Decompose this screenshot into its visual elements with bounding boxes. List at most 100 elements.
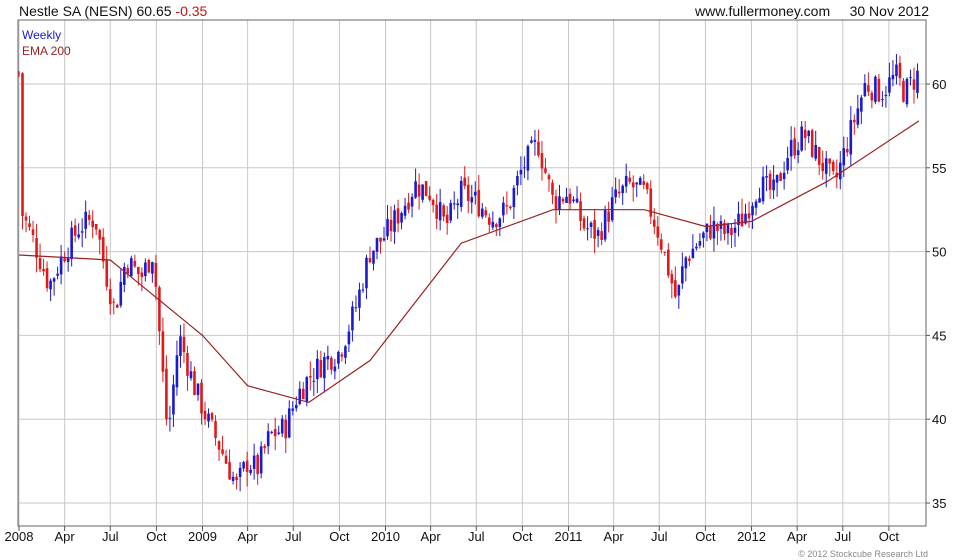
price-bar-up — [800, 126, 803, 151]
x-tick-label: Oct — [695, 529, 716, 544]
price-bar-up — [452, 203, 456, 205]
price-bar-down — [245, 460, 249, 473]
price-bar-up — [758, 198, 761, 203]
price-bar-down — [779, 173, 782, 181]
price-bar-down — [488, 217, 491, 225]
y-tick-label: 45 — [932, 328, 946, 343]
price-bar-down — [537, 141, 540, 156]
price-bar-down — [101, 237, 105, 262]
price-bar-up — [168, 417, 172, 419]
price-bar-up — [151, 262, 154, 274]
price-bar-down — [853, 119, 856, 123]
price-bar-up — [77, 234, 80, 238]
price-bar-up — [361, 289, 365, 291]
price-bar-up — [270, 431, 274, 433]
price-bar-up — [403, 205, 407, 216]
price-bar-down — [723, 222, 726, 235]
price-bar-up — [523, 167, 526, 169]
price-bar-up — [70, 227, 73, 260]
price-bar-up — [895, 64, 898, 77]
x-tick-label: 2011 — [555, 529, 583, 544]
price-bar-up — [698, 241, 702, 246]
price-bar-down — [210, 413, 214, 420]
price-bar-up — [691, 248, 695, 259]
price-bar-down — [340, 354, 344, 357]
price-bar-down — [547, 175, 551, 180]
price-bar-up — [751, 205, 754, 216]
price-bar-down — [105, 259, 109, 287]
price-bar-down — [631, 182, 635, 188]
price-bar-down — [147, 259, 151, 273]
x-tick-label: 2010 — [371, 529, 400, 544]
price-bar-up — [473, 191, 477, 196]
price-bar-down — [670, 273, 674, 284]
price-bar-up — [807, 130, 810, 137]
price-bar-up — [375, 238, 379, 252]
price-bar-up — [358, 289, 361, 308]
x-tick-label: Oct — [329, 529, 350, 544]
price-bar-up — [916, 70, 919, 93]
price-bar-up — [52, 278, 56, 282]
x-tick-label: Apr — [787, 529, 808, 544]
price-bar-down — [203, 410, 207, 420]
x-tick-label: Jul — [468, 529, 485, 544]
price-bar-up — [172, 384, 175, 415]
price-bar-down — [477, 189, 481, 217]
price-bar-down — [902, 80, 905, 102]
price-bar-up — [294, 404, 298, 409]
price-bar-up — [189, 371, 193, 379]
chart-date: 30 Nov 2012 — [849, 3, 929, 19]
legend-ema: EMA 200 — [22, 44, 71, 58]
source-site: www.fullermoney.com — [695, 3, 831, 19]
price-bar-down — [319, 360, 323, 378]
price-bar-up — [695, 246, 698, 249]
price-bar-up — [456, 203, 460, 206]
price-bar-up — [175, 355, 179, 388]
price-bar-up — [287, 408, 291, 438]
y-tick-label: 50 — [932, 245, 946, 260]
price-bar-down — [224, 455, 228, 464]
chart-title: Nestle SA (NESN) 60.65 -0.35 — [19, 3, 207, 19]
price-bar-up — [775, 174, 779, 183]
x-tick-label: Jul — [102, 529, 119, 544]
price-bar-down — [484, 210, 488, 216]
price-bar-up — [733, 227, 737, 233]
price-bar-down — [730, 227, 733, 236]
price-bar-up — [280, 418, 284, 434]
price-bar-down — [28, 223, 31, 228]
price-bar-down — [161, 331, 165, 372]
price-bar-up — [326, 356, 330, 360]
price-bar-down — [193, 371, 196, 396]
price-bar-up — [470, 197, 474, 203]
price-bar-up — [526, 146, 530, 171]
price-bar-down — [228, 462, 231, 480]
price-bar-up — [259, 446, 263, 474]
price-bar-down — [663, 252, 667, 254]
price-bar-down — [63, 258, 66, 262]
price-bar-up — [744, 213, 747, 224]
price-bar-down — [659, 239, 663, 250]
price-bar-up — [638, 178, 642, 185]
price-bar-down — [379, 237, 382, 242]
x-tick-label: 2012 — [737, 529, 766, 544]
price-bar-up — [66, 257, 70, 262]
price-bar-up — [316, 358, 319, 380]
price-bar-up — [765, 176, 768, 178]
price-bar-up — [386, 219, 389, 237]
price-bar-down — [21, 73, 24, 217]
price-bar-down — [417, 184, 421, 197]
price-bar-down — [740, 213, 744, 227]
x-tick-label: Jul — [651, 529, 668, 544]
x-tick-label: Jul — [285, 529, 302, 544]
price-bar-up — [884, 94, 888, 97]
price-bar-down — [435, 204, 438, 219]
price-bar-up — [891, 74, 895, 80]
price-bar-up — [572, 199, 575, 201]
price-bar-up — [610, 197, 614, 221]
price-bar-down — [256, 454, 259, 475]
price-bar-down — [424, 181, 428, 197]
price-bar-down — [649, 188, 653, 217]
price-bar-up — [796, 150, 800, 155]
weekly-price-bars — [17, 54, 919, 492]
price-bar-up — [681, 266, 684, 284]
